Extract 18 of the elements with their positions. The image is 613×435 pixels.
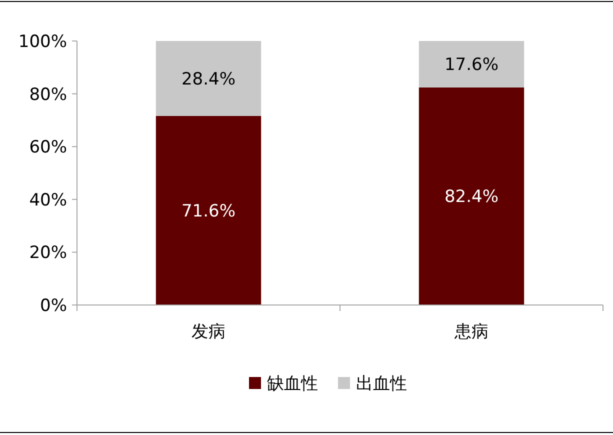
- bar: [418, 87, 524, 305]
- x-tick-label: 患病: [454, 322, 488, 342]
- legend-label: 出血性: [356, 374, 407, 394]
- data-label: 17.6%: [444, 55, 499, 76]
- y-tick-label: 80%: [29, 84, 67, 105]
- bar: [418, 41, 524, 88]
- x-tick-label: 发病: [192, 322, 226, 342]
- y-tick-label: 60%: [29, 138, 67, 158]
- data-label: 28.4%: [181, 69, 236, 90]
- bar: [156, 116, 262, 305]
- y-tick-label: 0%: [40, 296, 67, 316]
- y-tick-label: 20%: [29, 243, 67, 264]
- y-tick-label: 100%: [18, 32, 67, 52]
- bar: [156, 41, 262, 116]
- legend-label: 缺血性: [267, 374, 318, 394]
- data-label: 82.4%: [444, 187, 499, 208]
- data-label: 71.6%: [181, 201, 236, 222]
- y-tick-label: 40%: [29, 190, 67, 210]
